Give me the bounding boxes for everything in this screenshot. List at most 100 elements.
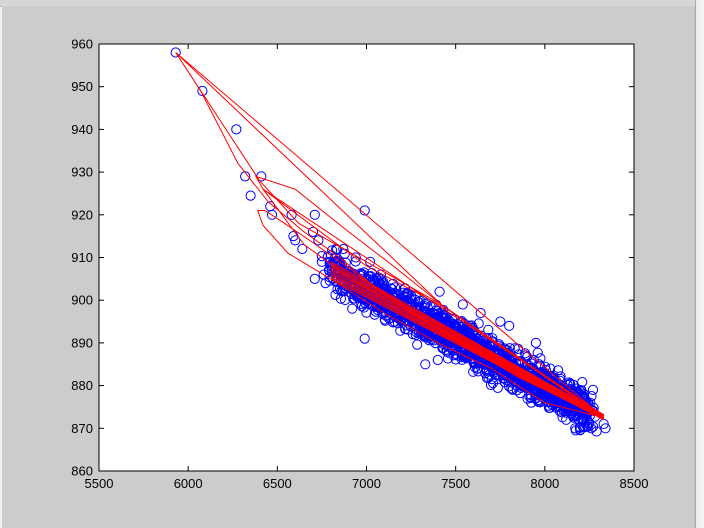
fit-line-band: [330, 263, 604, 416]
fit-line-band: [330, 265, 604, 417]
scatter-point: [591, 426, 602, 437]
scatter-point: [309, 209, 320, 220]
scatter-point: [485, 379, 497, 391]
x-tick-label: 7000: [352, 476, 381, 491]
scatter-point: [412, 339, 423, 350]
scatter-point: [502, 345, 513, 356]
scatter-point: [579, 415, 590, 427]
scatter-point: [432, 354, 443, 366]
scatter-point: [511, 377, 522, 388]
scatter-point: [330, 289, 341, 300]
scatter-point: [359, 333, 370, 344]
scatter-point: [313, 235, 324, 246]
y-tick-label: 880: [71, 378, 93, 393]
scatter-point: [350, 252, 361, 263]
scatter-point: [540, 365, 552, 376]
scatter-point: [368, 274, 379, 285]
scatter-point: [376, 274, 387, 285]
scatter-point: [473, 318, 484, 329]
y-tick-label: 890: [71, 335, 93, 350]
scatter-point: [483, 324, 494, 335]
scatter-point: [356, 301, 367, 312]
scatter-point: [385, 312, 396, 324]
scatter-point: [548, 397, 559, 408]
scatter-point: [340, 294, 351, 306]
scatter-point: [442, 353, 454, 364]
y-tick-label: 920: [71, 207, 93, 222]
scatter-point: [400, 323, 411, 334]
x-tick-label: 7500: [441, 476, 470, 491]
x-tick-label: 5500: [85, 476, 114, 491]
scatter-point: [326, 250, 337, 261]
scatter-point: [359, 205, 370, 216]
scatter-point: [492, 382, 503, 393]
y-tick-label: 870: [71, 421, 93, 436]
figure-window: 5500 6000 6500 7000 7500 8000 8500 860 870 880 89…: [2, 6, 694, 528]
fit-line: [175, 52, 605, 421]
fit-line-hull: [175, 52, 605, 419]
scatter-plot: 5500 6000 6500 7000 7500 8000 8500 860 870 880 89…: [71, 37, 649, 492]
scatter-point: [587, 384, 599, 395]
scatter-point: [522, 393, 533, 404]
scatter-point: [530, 337, 542, 348]
fit-line-path: [175, 52, 604, 419]
scatter-point: [575, 425, 586, 436]
x-tick-label: 6000: [174, 476, 203, 491]
scatter-point: [570, 423, 581, 434]
y-tick-label: 900: [71, 293, 93, 308]
y-tick-label: 930: [71, 165, 93, 180]
scatter-point: [547, 399, 558, 410]
fit-line-band: [330, 261, 604, 416]
scatter-point: [420, 359, 431, 370]
scatter-point: [460, 351, 472, 362]
scatter-point: [576, 385, 587, 396]
scatter-point: [573, 408, 584, 419]
window-right-edge: [695, 0, 704, 528]
scatter-point: [338, 243, 349, 255]
scatter-point: [486, 362, 497, 373]
scatter-point: [475, 307, 486, 319]
scatter-point: [577, 421, 589, 432]
scatter-point: [327, 245, 338, 256]
scatter-point: [457, 299, 468, 310]
scatter-point: [307, 226, 319, 237]
scatter-point: [586, 423, 597, 434]
scatter-point: [197, 85, 208, 97]
scatter-point: [483, 372, 494, 383]
scatter-point: [420, 331, 431, 342]
scatter-point: [290, 235, 301, 246]
scatter-point: [524, 391, 535, 402]
y-tick-label: 940: [71, 122, 93, 137]
scatter-point: [389, 282, 401, 293]
x-tick-label: 8500: [620, 476, 649, 491]
x-tick-label: 6500: [263, 476, 292, 491]
scatter-point: [170, 47, 181, 58]
fit-line-band: [330, 266, 604, 417]
y-tick-label: 910: [71, 250, 93, 265]
scatter-point: [558, 405, 569, 416]
scatter-point: [325, 256, 336, 267]
scatter-point: [404, 293, 416, 305]
scatter-point: [561, 414, 572, 425]
y-tick-label: 950: [71, 79, 93, 94]
scatter-point: [400, 292, 411, 303]
scatter-point: [469, 356, 480, 368]
scatter-point: [297, 243, 308, 255]
y-axis: 860 870 880 890 900 910 920 930 940 950 960: [71, 37, 634, 479]
scatter-point: [419, 301, 430, 312]
scatter-point: [480, 359, 491, 370]
scatter-point: [266, 209, 278, 220]
scatter-point: [423, 332, 434, 344]
scatter-point: [483, 332, 494, 344]
x-axis: 5500 6000 6500 7000 7500 8000 8500: [85, 44, 649, 491]
scatter-point: [309, 273, 320, 284]
scatter-point: [473, 357, 484, 368]
scatter-point: [320, 278, 331, 289]
scatter-point: [495, 316, 506, 327]
scatter-point: [537, 392, 549, 403]
scatter-point: [530, 393, 541, 404]
scatter-point: [395, 325, 406, 336]
y-tick-label: 860: [71, 464, 93, 479]
scatter-point: [579, 389, 590, 400]
y-tick-label: 960: [71, 37, 93, 52]
